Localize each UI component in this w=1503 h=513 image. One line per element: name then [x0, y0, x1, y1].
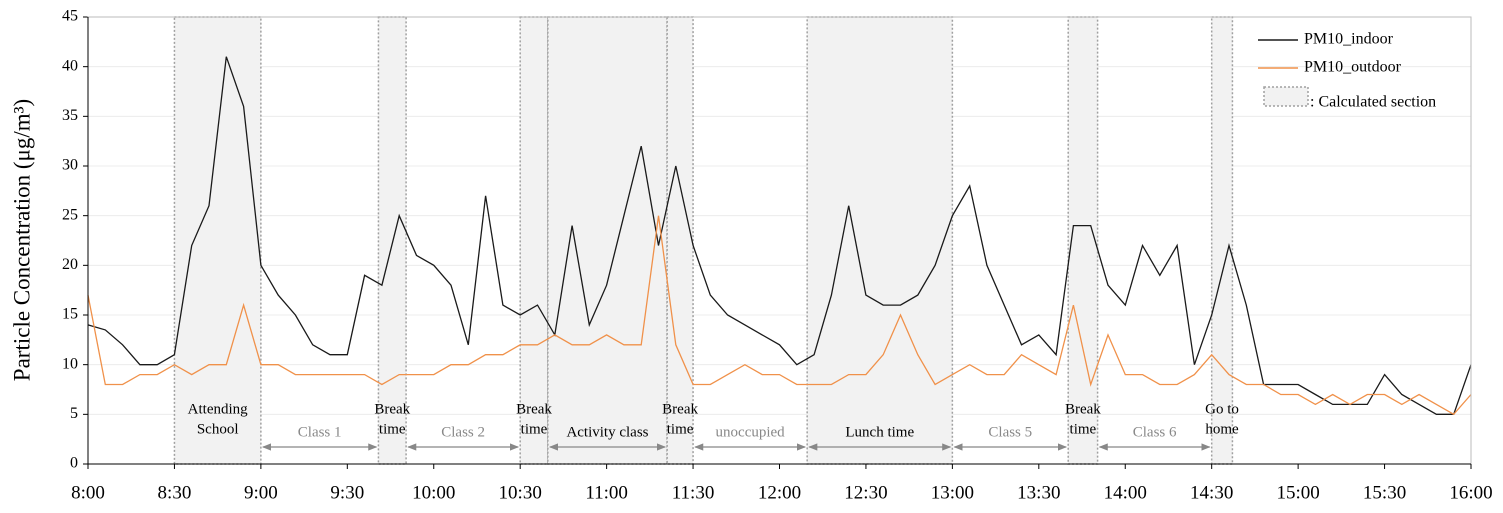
- legend-label: : Calculated section: [1310, 94, 1436, 111]
- period-label: unoccupied: [716, 424, 786, 440]
- legend-section-swatch: [1263, 86, 1309, 107]
- y-tick-label: 5: [70, 405, 78, 422]
- x-tick-label: 14:30: [1190, 482, 1233, 503]
- series-line: [87, 215, 1472, 416]
- period-label: time: [667, 421, 694, 437]
- period-label: Go to: [1205, 401, 1239, 417]
- period-label: Break: [516, 401, 552, 417]
- period-label: Break: [374, 401, 410, 417]
- calculated-section: [173, 16, 262, 465]
- period-label: Class 1: [298, 424, 342, 440]
- plot-frame: [87, 16, 1472, 465]
- y-axis-label: Particle Concentration (μg/m³): [9, 99, 34, 381]
- legend-label: PM10_indoor: [1304, 31, 1394, 48]
- y-tick-label: 45: [62, 8, 78, 25]
- x-tick-label: 15:00: [1276, 482, 1319, 503]
- calculated-section: [666, 16, 694, 465]
- y-tick-label: 40: [62, 57, 78, 74]
- period-label: time: [521, 421, 548, 437]
- x-tick-label: 15:30: [1363, 482, 1406, 503]
- y-tick-label: 10: [62, 355, 78, 372]
- y-tick-label: 35: [62, 107, 78, 124]
- x-tick-label: 11:30: [672, 482, 715, 503]
- x-tick-label: 13:00: [931, 482, 974, 503]
- x-tick-label: 9:30: [330, 482, 364, 503]
- period-label: Break: [662, 401, 698, 417]
- y-tick-label: 15: [62, 306, 78, 323]
- period-label: time: [379, 421, 406, 437]
- x-tick-label: 16:00: [1449, 482, 1492, 503]
- x-tick-label: 14:00: [1104, 482, 1147, 503]
- period-label: Activity class: [566, 424, 648, 440]
- calculated-section: [1210, 16, 1234, 465]
- period-label: Class 2: [441, 424, 485, 440]
- x-tick-label: 12:00: [758, 482, 801, 503]
- y-tick-label: 25: [62, 206, 78, 223]
- period-label: School: [197, 421, 239, 437]
- y-tick-label: 30: [62, 157, 78, 174]
- period-label: home: [1205, 421, 1239, 437]
- calculated-section: [1067, 16, 1099, 465]
- y-tick-label: 20: [62, 256, 78, 273]
- x-tick-label: 8:00: [71, 482, 105, 503]
- period-label: Class 5: [988, 424, 1032, 440]
- x-tick-label: 11:00: [585, 482, 628, 503]
- period-label: time: [1070, 421, 1097, 437]
- calculated-section: [519, 16, 549, 465]
- calculated-section: [377, 16, 407, 465]
- calculated-section: [806, 16, 954, 465]
- series-line: [87, 56, 1472, 415]
- x-tick-label: 8:30: [158, 482, 192, 503]
- period-label: Lunch time: [845, 424, 914, 440]
- legend-label: PM10_outdoor: [1304, 59, 1402, 76]
- x-tick-label: 12:30: [844, 482, 887, 503]
- x-tick-label: 9:00: [244, 482, 278, 503]
- period-label: Class 6: [1133, 424, 1177, 440]
- period-label: Break: [1065, 401, 1101, 417]
- period-label: Attending: [188, 401, 248, 417]
- x-tick-label: 13:30: [1017, 482, 1060, 503]
- x-tick-label: 10:30: [499, 482, 542, 503]
- y-tick-label: 0: [70, 455, 78, 472]
- x-tick-label: 10:00: [412, 482, 455, 503]
- calculated-section: [547, 16, 668, 465]
